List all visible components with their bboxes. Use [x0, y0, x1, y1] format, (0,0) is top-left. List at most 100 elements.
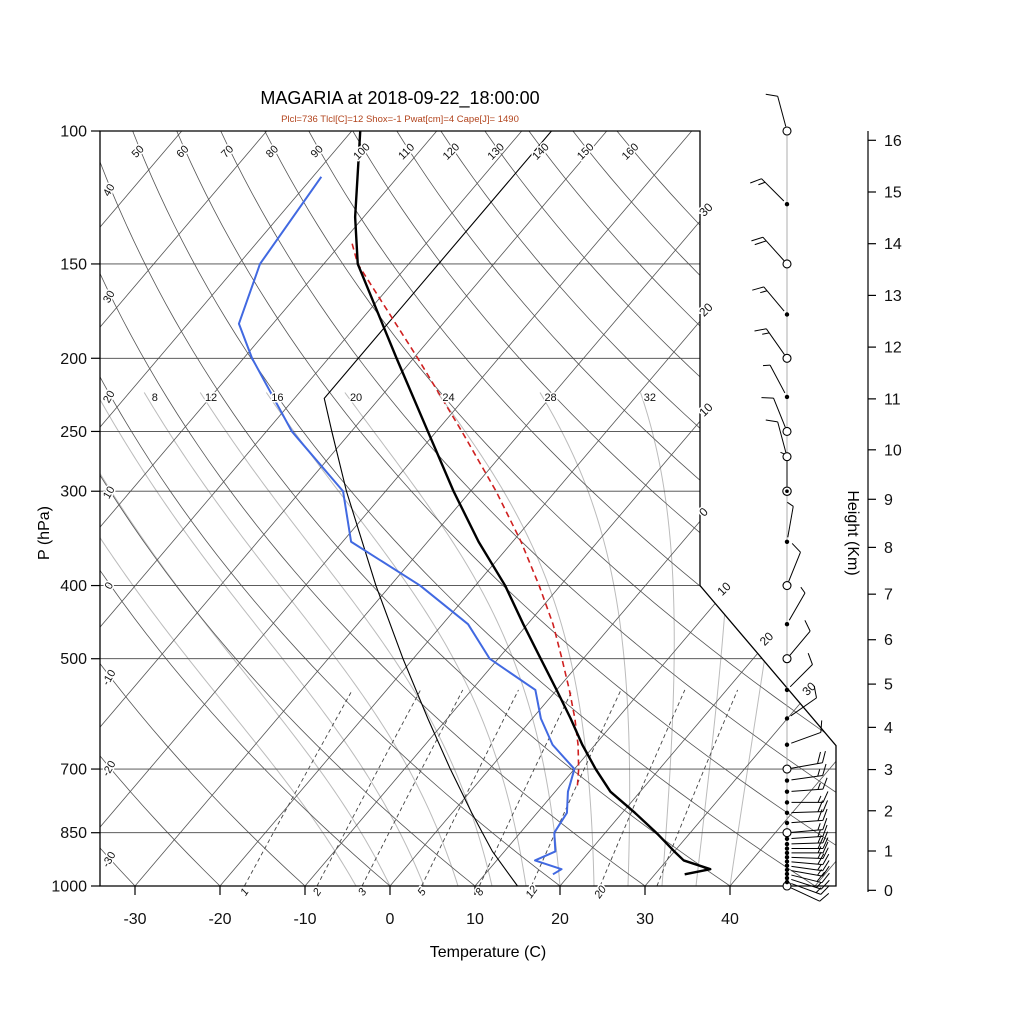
moist-adiabat-line	[100, 392, 391, 886]
isotherm-line	[100, 131, 438, 886]
mixing-ratio-line	[244, 689, 353, 886]
svg-text:12: 12	[205, 392, 217, 404]
mixing-ratio-line	[316, 689, 421, 886]
dry-adiabat-line	[100, 131, 221, 886]
svg-text:20: 20	[757, 629, 777, 649]
temperature-tick-label: 40	[721, 911, 739, 928]
dry-adiabat-line	[100, 131, 731, 886]
station-circle	[782, 581, 792, 591]
moist-adiabat-line	[265, 392, 527, 886]
svg-text:2: 2	[310, 886, 324, 899]
plot-border	[99, 130, 837, 887]
svg-text:140: 140	[530, 141, 551, 162]
svg-text:30: 30	[101, 289, 118, 306]
isotherm-line	[219, 131, 836, 886]
svg-text:8: 8	[152, 392, 158, 404]
station-dot	[784, 742, 790, 747]
chart-indices-subtitle: Plcl=736 Tlcl[C]=12 Shox=-1 Pwat[cm]=4 C…	[281, 114, 519, 125]
station-dot	[784, 800, 790, 805]
isotherm-line	[729, 131, 836, 886]
height-tick-label: 13	[884, 288, 902, 305]
pressure-tick-label: 200	[60, 351, 87, 368]
dry-adiabat-line	[176, 131, 836, 886]
svg-text:-30: -30	[100, 850, 118, 870]
moist-adiabat-line	[695, 392, 732, 886]
station-circle	[782, 452, 792, 462]
station-dot	[784, 687, 790, 693]
temperature-tick-label: -10	[293, 911, 316, 928]
dry-adiabat-line	[100, 131, 306, 886]
height-tick-label: 5	[884, 677, 893, 694]
temperature-tick-label: 10	[466, 911, 484, 928]
isotherm-line	[644, 131, 836, 886]
moist-adiabat-line	[100, 392, 357, 886]
svg-text:32: 32	[644, 392, 656, 404]
height-tick-label: 15	[884, 184, 902, 201]
temperature-curve	[353, 131, 712, 876]
station-dot	[784, 836, 790, 842]
parcel-ascent-curve	[350, 241, 580, 786]
dewpoint-curve	[237, 176, 576, 876]
station-dot	[784, 863, 790, 868]
svg-text:30: 30	[696, 200, 716, 220]
dry-adiabat-line	[440, 131, 836, 886]
mixing-ratio-line	[421, 689, 519, 886]
svg-text:-20: -20	[100, 759, 118, 779]
svg-text:3: 3	[356, 886, 370, 899]
pressure-tick-label: 300	[60, 484, 87, 501]
moist-adiabat-line	[344, 392, 561, 886]
chart-title: MAGARIA at 2018-09-22_18:00:00	[260, 88, 540, 108]
svg-text:110: 110	[396, 141, 417, 162]
station-dot	[784, 859, 790, 864]
dry-adiabat-line	[220, 131, 836, 886]
svg-text:8: 8	[473, 886, 487, 899]
mixing-ratio-line	[361, 689, 464, 886]
station-dot	[784, 789, 790, 794]
pressure-tick-label: 500	[60, 651, 87, 668]
pressure-tick-label: 400	[60, 578, 87, 595]
mixing-ratio-line	[531, 689, 622, 886]
dry-adiabat-line	[132, 131, 816, 886]
dry-adiabat-line	[396, 131, 836, 886]
height-tick-label: 9	[884, 492, 893, 509]
temperature-tick-label: -30	[123, 911, 146, 928]
isotherm-line	[100, 131, 608, 886]
pressure-axis-title: P (hPa)	[36, 506, 53, 560]
station-dot	[784, 539, 790, 544]
dry-adiabat-line	[100, 131, 561, 886]
station-dot	[784, 855, 790, 860]
dry-adiabat-line	[308, 131, 836, 886]
moist-adiabat-line	[436, 392, 595, 886]
station-dot	[784, 867, 790, 873]
station-circle	[782, 426, 792, 436]
station-dot	[784, 394, 790, 400]
mixing-ratio-line	[478, 689, 573, 886]
station-dot	[784, 201, 790, 207]
svg-text:20: 20	[350, 392, 362, 404]
station-dot	[784, 875, 790, 881]
svg-text:10: 10	[714, 579, 734, 599]
station-dot	[784, 716, 790, 721]
isotherm-line	[389, 131, 836, 886]
isotherm-line	[304, 131, 836, 886]
height-axis-title: Height (Km)	[844, 490, 861, 576]
isotherm-line	[134, 131, 778, 886]
height-tick-label: 1	[884, 844, 893, 861]
station-circle	[782, 126, 792, 136]
dry-adiabat-line	[572, 131, 836, 886]
svg-text:16: 16	[271, 392, 283, 404]
svg-text:150: 150	[575, 141, 596, 162]
station-circle	[782, 353, 792, 363]
temperature-tick-label: -20	[208, 911, 231, 928]
station-dot	[784, 879, 790, 885]
svg-text:1: 1	[238, 886, 251, 898]
svg-text:50: 50	[130, 143, 147, 160]
height-tick-label: 7	[884, 587, 893, 604]
dry-adiabat-line	[352, 131, 836, 886]
svg-text:10: 10	[696, 400, 716, 420]
station-circle	[782, 828, 792, 838]
station-circle	[782, 259, 792, 269]
svg-text:120: 120	[441, 141, 462, 162]
